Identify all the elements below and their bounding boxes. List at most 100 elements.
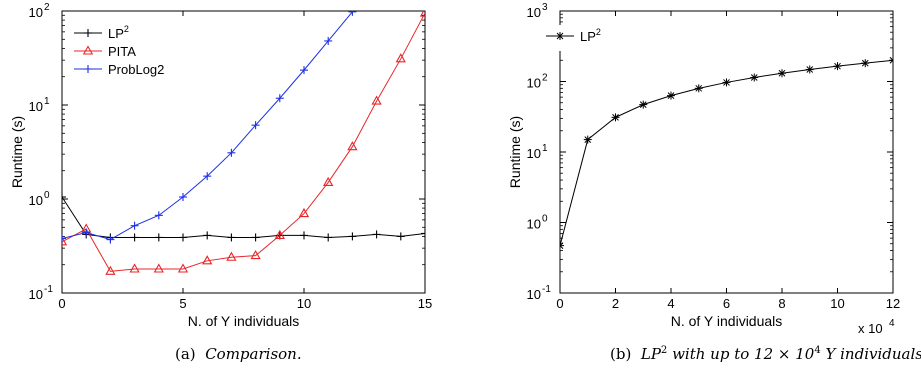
legend: LP2 PITA ProbLog2: [74, 22, 186, 80]
data-point: [227, 148, 236, 157]
caption-right-lp-sup: 2: [660, 345, 668, 356]
series-line: [560, 59, 893, 246]
x-tick-label: 10: [830, 296, 844, 311]
data-point: [324, 233, 333, 242]
data-point: [179, 233, 187, 242]
legend-marker: [556, 32, 564, 40]
y-tick-label: 10: [527, 146, 541, 161]
data-point: [560, 241, 564, 250]
y-tick-label: 10: [29, 99, 43, 114]
caption-right-lp: LP: [640, 345, 661, 363]
y-tick-label-exponent: 3: [542, 2, 548, 13]
data-point: [372, 230, 381, 239]
data-point: [203, 172, 212, 181]
data-point: [203, 231, 212, 240]
data-point: [639, 100, 648, 109]
x-tick-label: 6: [723, 296, 730, 311]
data-point: [611, 113, 620, 122]
caption-right-label: (b): [610, 345, 632, 363]
series-lp2: [560, 56, 893, 250]
data-point: [62, 234, 66, 243]
x-tick-label: 0: [58, 296, 65, 311]
data-point: [153, 263, 164, 273]
series-pita: [62, 11, 425, 275]
data-point: [323, 176, 334, 186]
series-line: [62, 196, 425, 238]
data-point: [722, 78, 731, 87]
y-tick-label-exponent: 2: [44, 2, 50, 13]
caption-right-post: Y individuals.: [825, 345, 921, 363]
data-point: [130, 221, 139, 230]
x-tick-label: 2: [612, 296, 619, 311]
series-problog2: [62, 11, 357, 244]
data-point: [833, 62, 842, 71]
x-tick-label: 8: [778, 296, 785, 311]
legend-label: LP2: [580, 27, 601, 44]
data-point: [227, 233, 236, 242]
x-tick-label: 5: [179, 296, 186, 311]
y-tick-label-exponent: 1: [542, 143, 548, 154]
legend-label: LP2: [108, 24, 129, 41]
caption-right-mid-sup: 4: [814, 345, 821, 356]
data-point: [395, 53, 406, 63]
data-point: [274, 229, 285, 239]
plot-frame: [61, 10, 426, 294]
y-tick-label: 10: [29, 5, 43, 20]
data-point: [275, 94, 284, 103]
y-tick-label-exponent: -1: [542, 284, 551, 295]
y-tick-label: 10: [29, 287, 43, 302]
data-point: [583, 135, 592, 144]
data-point: [419, 11, 425, 17]
legend-label: ProbLog2: [108, 62, 164, 77]
caption-left-text: Comparison.: [205, 345, 302, 363]
data-point: [250, 249, 261, 260]
data-point: [421, 229, 425, 238]
legend-label: PITA: [108, 44, 136, 59]
caption-right-mid: with up to 12 × 10: [672, 345, 815, 363]
legend-label-sup: 2: [596, 27, 601, 37]
x-tick-label: 0: [556, 296, 563, 311]
x-tick-label: 15: [418, 296, 432, 311]
y-tick-label: 10: [29, 193, 43, 208]
x-tick-label: 12: [886, 296, 900, 311]
data-point: [177, 263, 189, 273]
data-point: [371, 95, 382, 105]
caption-left-label: (a): [175, 345, 196, 363]
data-point: [154, 233, 163, 242]
data-point: [324, 36, 333, 45]
data-point: [861, 59, 870, 68]
legend-box: [546, 25, 626, 51]
data-point: [82, 228, 91, 237]
data-point: [62, 193, 66, 202]
data-point: [694, 84, 703, 93]
data-point: [750, 73, 759, 82]
data-point: [106, 235, 115, 244]
legend: LP2: [546, 25, 626, 51]
data-point: [251, 121, 260, 130]
y-tick-label-exponent: 1: [44, 96, 50, 107]
data-point: [105, 265, 116, 275]
data-point: [179, 193, 187, 202]
data-point: [348, 11, 357, 16]
y-tick-label-exponent: 0: [542, 214, 548, 225]
x-axis-multiplier-exponent: 4: [889, 318, 895, 329]
data-point: [396, 232, 405, 241]
data-point: [667, 91, 675, 100]
legend-marker: [84, 29, 92, 37]
caption-left: (a) Comparison.: [175, 345, 302, 363]
data-point: [202, 255, 213, 265]
series-line: [62, 12, 425, 272]
data-point: [300, 66, 308, 75]
data-point: [129, 263, 140, 273]
data-point: [300, 231, 308, 240]
x-tick-label: 4: [667, 296, 674, 311]
y-axis-label: Runtime (s): [9, 116, 25, 188]
y-tick-label-exponent: 0: [44, 190, 50, 201]
data-point: [298, 207, 310, 218]
y-tick-label: 10: [527, 5, 541, 20]
data-point: [62, 236, 68, 246]
caption-right: (b) LP2 with up to 12 × 104 Y individual…: [610, 345, 921, 363]
data-point: [226, 251, 237, 261]
